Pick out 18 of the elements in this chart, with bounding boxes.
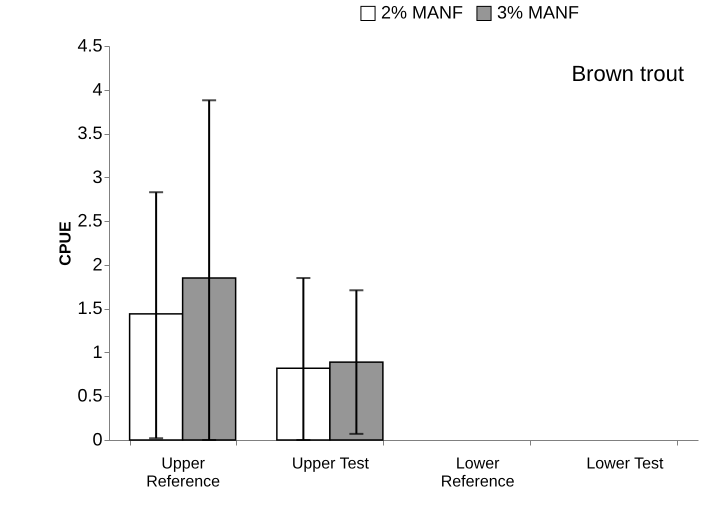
y-tick-label: 3 [92,166,102,187]
y-axis-title: CPUE [57,220,74,266]
y-tick-label: 0.5 [77,386,102,406]
y-tick-label: 2.5 [77,210,102,231]
y-tick-label: 1.5 [77,298,102,318]
x-tick-label: Upper Reference [146,456,220,490]
annotation: Brown trout [572,61,684,86]
x-tick-label: Upper Test [292,456,370,472]
y-tick-label: 0 [92,430,102,450]
x-tick-label: Lower Test [586,456,664,472]
y-tick-label: 2 [92,254,102,274]
x-tick-label: Lower Reference [440,456,515,490]
y-tick-label: 3.5 [77,123,102,144]
y-tick-label: 4.5 [77,36,102,56]
legend-label: 3% MANF [497,2,580,22]
y-tick-label: 4 [92,79,102,100]
legend-label: 2% MANF [381,2,464,22]
y-tick-label: 1 [92,342,102,362]
